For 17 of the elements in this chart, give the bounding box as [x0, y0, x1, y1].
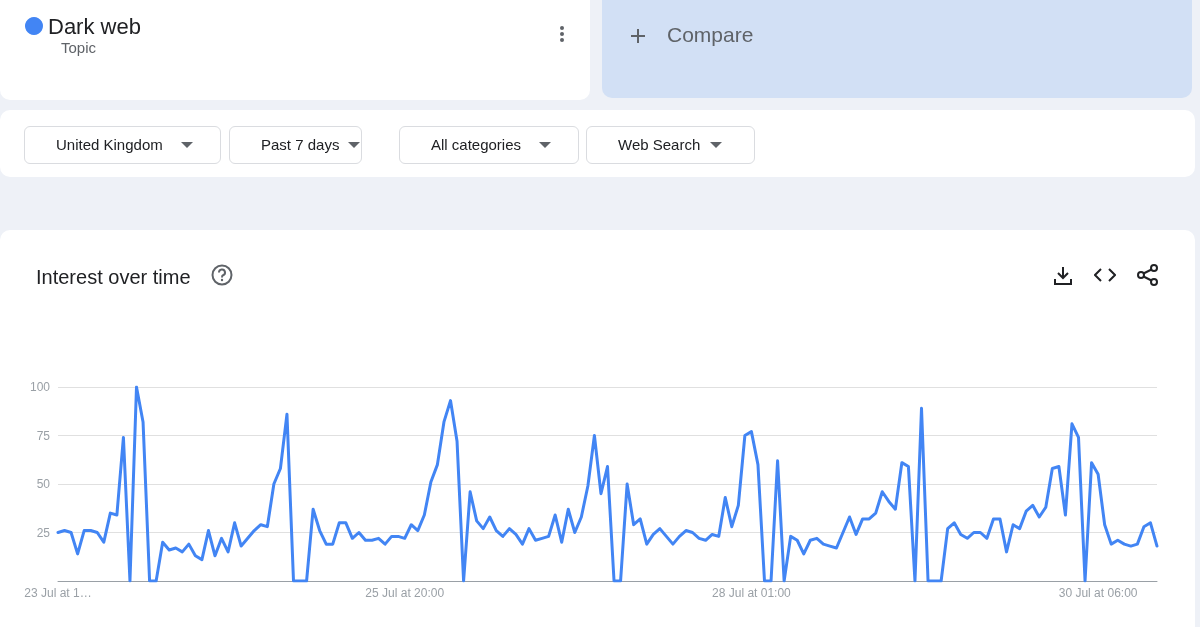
y-tick-label: 75 [36, 428, 51, 443]
text: United Kingdom [56, 136, 163, 153]
text: All categories [431, 136, 522, 153]
text: Web Search [618, 136, 701, 153]
text: Compare [667, 23, 754, 47]
y-tick-label: 100 [29, 380, 51, 394]
chart-title: Interest over time [36, 266, 191, 288]
x-tick-label: 23 Jul at 1… [24, 586, 92, 600]
y-tick-label: 50 [36, 477, 51, 491]
y-tick-label: 25 [36, 525, 51, 540]
x-tick-label: 30 Jul at 06:00 [1058, 586, 1138, 600]
text: Topic [61, 39, 97, 56]
line-series [56, 385, 1159, 583]
x-tick-label: 28 Jul at 01:00 [712, 586, 792, 600]
legend-label: Dark web [48, 13, 141, 39]
text: Past 7 days [261, 136, 340, 153]
x-tick-label: 25 Jul at 20:00 [365, 586, 445, 600]
